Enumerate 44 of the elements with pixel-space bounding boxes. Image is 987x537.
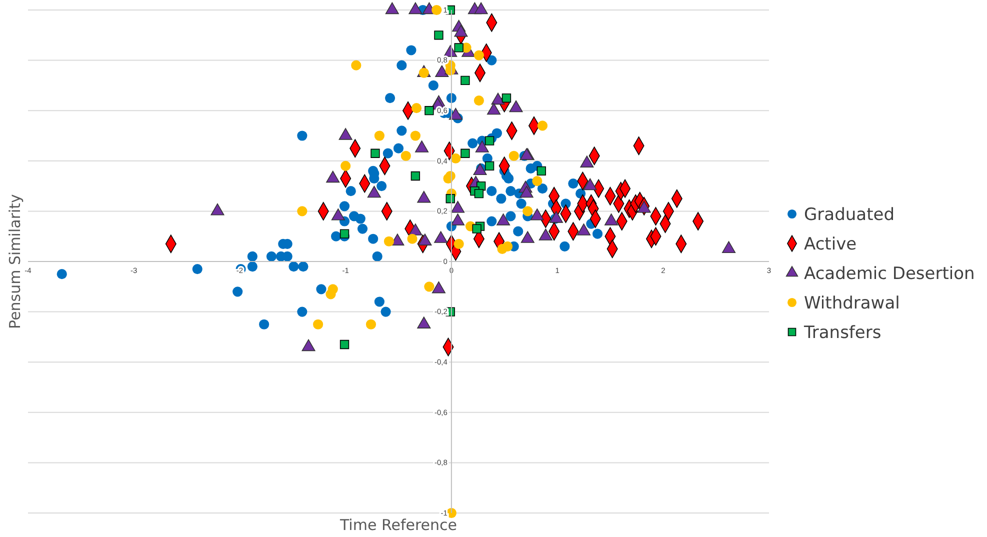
point [407,234,418,244]
point [411,103,422,114]
point [472,224,482,234]
point [484,136,494,146]
legend-label: Graduated [804,205,894,225]
point [454,43,464,52]
point [508,150,519,161]
point [410,171,420,181]
legend-label: Academic Desertion [804,264,975,284]
legend-label: Transfers [803,323,882,343]
point [370,148,380,158]
y-axis-title: Pensum Similarity [6,194,24,329]
point [366,319,376,330]
point [434,30,444,40]
point [484,161,494,171]
point [454,238,464,249]
point [424,282,434,292]
point [474,96,484,106]
point [340,160,351,171]
point [536,166,546,176]
point [340,340,350,350]
point [502,241,513,252]
point [460,76,470,86]
point [450,153,461,164]
point [432,4,442,16]
point [522,206,533,216]
point [384,236,394,246]
point [351,60,362,70]
point [340,229,350,238]
x-axis-title: Time Reference [338,516,458,534]
point [460,148,470,158]
point [532,176,542,186]
point [313,319,324,330]
point [400,150,411,161]
point [326,289,336,300]
point [424,106,434,116]
point [537,120,548,131]
point [410,130,420,141]
legend-label: Withdrawal [804,294,900,314]
legend-label: Active [804,234,857,254]
point [297,206,308,216]
point [474,189,484,198]
point [474,50,484,60]
point [374,130,384,141]
